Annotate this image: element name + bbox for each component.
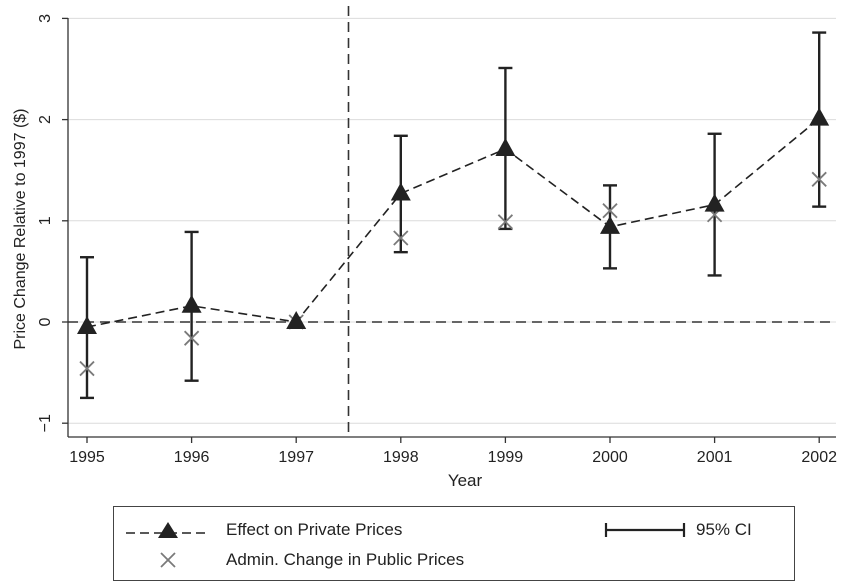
legend-item-ci: 95% CI [602, 517, 752, 543]
x-tick-label: 2002 [801, 449, 837, 466]
confidence-intervals [80, 31, 827, 400]
private-price-marker [286, 311, 307, 329]
x-stroke [497, 214, 514, 230]
private-price-marker [495, 137, 516, 156]
x-axis-title: Year [448, 471, 483, 490]
x-stroke [183, 330, 200, 346]
legend-item-private: Effect on Private Prices [124, 517, 402, 543]
legend-label-private: Effect on Private Prices [226, 520, 403, 539]
private-price-marker [600, 215, 620, 234]
private-price-marker [809, 107, 830, 126]
y-tick-label: 3 [37, 14, 54, 23]
private-prices-line [86, 117, 820, 328]
x-tick-label: 1999 [488, 449, 524, 466]
x-stroke [811, 171, 827, 187]
public-price-marker [393, 230, 409, 246]
private-price-marker [704, 193, 725, 212]
x-stroke [79, 360, 95, 377]
public-price-marker [497, 214, 514, 230]
x-tick-label: 2001 [697, 449, 733, 466]
public-price-marker [183, 330, 200, 346]
private-price-marker [181, 294, 202, 313]
x-tick-label: 1996 [174, 449, 210, 466]
legend-item-public: Admin. Change in Public Prices [124, 547, 464, 573]
y-tick-label: 1 [37, 216, 54, 225]
private-price-marker [390, 182, 411, 201]
x-tick-label: 1998 [383, 449, 419, 466]
y-tick-label: 0 [37, 317, 54, 326]
y-axis-title: Price Change Relative to 1997 ($) [12, 108, 29, 349]
public-price-marker [811, 171, 827, 187]
legend-label-ci: 95% CI [696, 520, 752, 539]
x-marker-icon [160, 552, 176, 568]
legend-label-public: Admin. Change in Public Prices [226, 550, 465, 569]
axes [67, 18, 836, 438]
reference-lines [68, 6, 836, 437]
ci-bar-icon [604, 523, 686, 537]
x-stroke [393, 230, 409, 246]
private-price-marker [77, 316, 97, 335]
y-tick-label: −1 [37, 414, 54, 432]
y-ticks: −1 0 1 2 3 [37, 14, 68, 432]
private-prices-series [77, 107, 830, 335]
x-ticks: 1995 1996 1997 1998 1999 2000 2001 2002 [69, 437, 837, 466]
x-tick-label: 2000 [592, 449, 628, 466]
y-tick-label: 2 [37, 115, 54, 124]
dashed-triangle-line-icon [126, 522, 210, 538]
public-price-marker [79, 360, 95, 377]
x-stroke [602, 203, 618, 219]
x-tick-label: 1997 [278, 449, 314, 466]
public-price-marker [602, 203, 618, 219]
legend: Effect on Private Prices 95% CI Admin. C… [113, 506, 795, 581]
x-tick-label: 1995 [69, 449, 105, 466]
